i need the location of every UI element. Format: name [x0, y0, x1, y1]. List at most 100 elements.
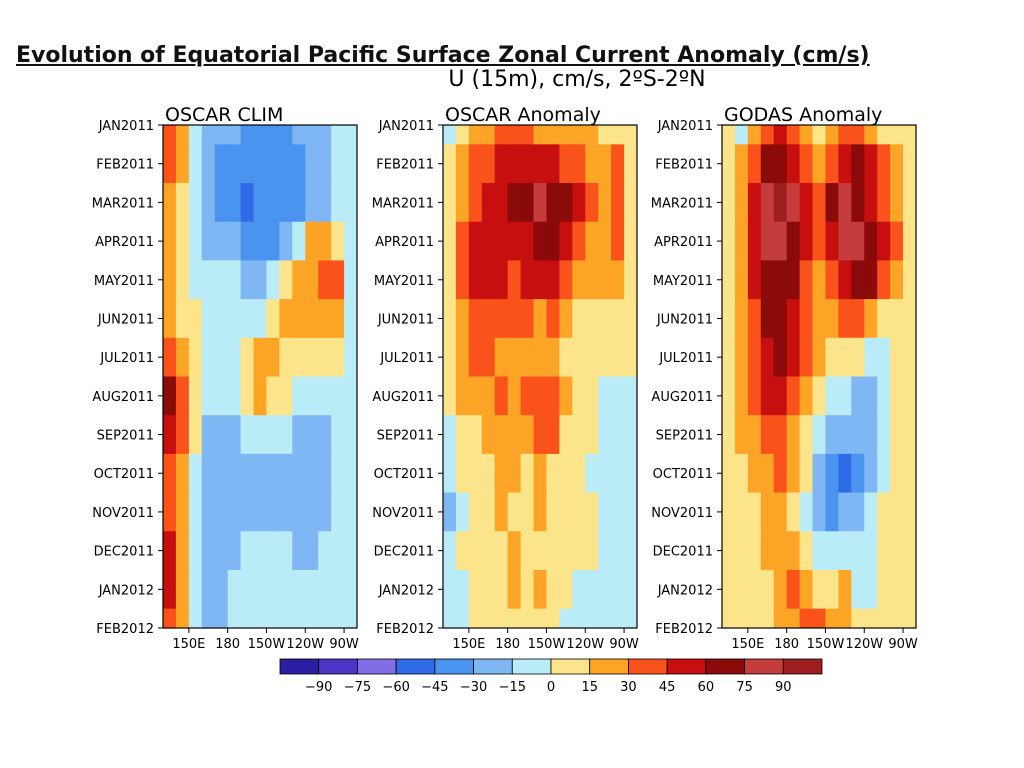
heatmap-cell — [507, 453, 522, 494]
heatmap-cell — [520, 299, 535, 339]
heatmap-cell — [598, 144, 612, 184]
heatmap-cell — [188, 144, 203, 184]
heatmap-cell — [838, 376, 852, 416]
heatmap-cell — [877, 415, 891, 455]
heatmap-cell — [890, 608, 904, 628]
heatmap-cell — [481, 221, 496, 262]
heatmap-cell — [786, 221, 801, 262]
heatmap-cell — [201, 299, 216, 339]
heatmap-cell — [188, 415, 203, 455]
heatmap-cell — [851, 453, 865, 494]
heatmap-cell — [279, 492, 293, 532]
heatmap-cell — [533, 569, 548, 610]
heatmap-cell — [722, 183, 736, 223]
y-tick-label: NOV2011 — [651, 506, 713, 521]
heatmap-cell — [624, 221, 637, 262]
heatmap-cell — [305, 569, 319, 610]
heatmap-cell — [812, 144, 827, 184]
heatmap-cell — [494, 608, 509, 628]
y-tick-label: JUL2011 — [99, 351, 154, 366]
heatmap-cell — [838, 260, 852, 300]
heatmap-cell — [292, 260, 306, 300]
heatmap-cell — [786, 337, 801, 378]
heatmap-cell — [227, 376, 242, 416]
heatmap-cell — [468, 299, 483, 339]
heatmap-cell — [240, 299, 255, 339]
heatmap-cell — [253, 221, 268, 262]
heatmap-cell — [773, 531, 788, 571]
heatmap-cell — [611, 376, 625, 416]
heatmap-cell — [572, 125, 586, 145]
heatmap-cell — [786, 569, 801, 610]
heatmap-cell — [344, 453, 357, 494]
colorbar-label: 45 — [659, 680, 676, 695]
heatmap-cell — [318, 144, 332, 184]
heatmap-cell — [734, 531, 749, 571]
heatmap-cell — [598, 453, 612, 494]
heatmap-cell — [468, 221, 483, 262]
colorbar-label: −15 — [499, 680, 526, 695]
heatmap-cell — [734, 376, 749, 416]
heatmap-cell — [253, 144, 268, 184]
heatmap-cell — [799, 125, 814, 145]
heatmap-cell — [494, 337, 509, 378]
heatmap-cell — [851, 531, 865, 571]
heatmap-cell — [163, 125, 177, 145]
heatmap-cell — [305, 531, 319, 571]
heatmap-cell — [214, 531, 229, 571]
colorbar-swatch — [434, 658, 474, 675]
heatmap-cell — [468, 337, 483, 378]
heatmap-cell — [240, 569, 255, 610]
heatmap-cell — [344, 492, 357, 532]
heatmap-cell — [163, 221, 177, 262]
heatmap-cell — [344, 569, 357, 610]
heatmap-cell — [864, 260, 878, 300]
heatmap-cell — [455, 183, 470, 223]
heatmap-cell — [240, 183, 255, 223]
heatmap-cell — [443, 376, 457, 416]
heatmap-cell — [201, 221, 216, 262]
heatmap-cell — [585, 337, 599, 378]
heatmap-cell — [838, 492, 852, 532]
heatmap-cell — [559, 125, 573, 145]
heatmap-cell — [227, 299, 242, 339]
heatmap-cell — [812, 415, 827, 455]
heatmap-cell — [812, 337, 827, 378]
heatmap-cell — [864, 608, 878, 628]
colorbar-label: 90 — [775, 680, 792, 695]
heatmap-cell — [851, 337, 865, 378]
heatmap-cell — [786, 453, 801, 494]
heatmap-cell — [163, 453, 177, 494]
heatmap-cell — [520, 531, 535, 571]
heatmap-cell — [572, 376, 586, 416]
y-tick-label: JAN2011 — [378, 119, 434, 134]
y-tick-label: OCT2011 — [94, 467, 154, 482]
heatmap-cell — [188, 453, 203, 494]
heatmap-cell — [760, 260, 775, 300]
heatmap-cell — [559, 453, 573, 494]
heatmap-cell — [507, 376, 522, 416]
heatmap-cell — [773, 221, 788, 262]
heatmap-cell — [851, 125, 865, 145]
heatmap-cell — [877, 608, 891, 628]
heatmap-cell — [481, 183, 496, 223]
heatmap-cell — [279, 453, 293, 494]
heatmap-cell — [292, 608, 306, 628]
heatmap-cell — [455, 492, 470, 532]
heatmap-cell — [546, 337, 560, 378]
y-tick-label: MAY2011 — [94, 274, 154, 289]
colorbar-label: −75 — [344, 680, 371, 695]
heatmap-cell — [163, 183, 177, 223]
heatmap-cell — [533, 125, 548, 145]
heatmap-cell — [903, 608, 916, 628]
heatmap-cell — [760, 221, 775, 262]
heatmap-cell — [344, 337, 357, 378]
heatmap-cell — [214, 415, 229, 455]
heatmap-cell — [812, 376, 827, 416]
heatmap-cell — [227, 569, 242, 610]
heatmap-cell — [812, 453, 827, 494]
heatmap-cell — [533, 531, 548, 571]
heatmap-cell — [481, 608, 496, 628]
heatmap-cell — [611, 183, 625, 223]
